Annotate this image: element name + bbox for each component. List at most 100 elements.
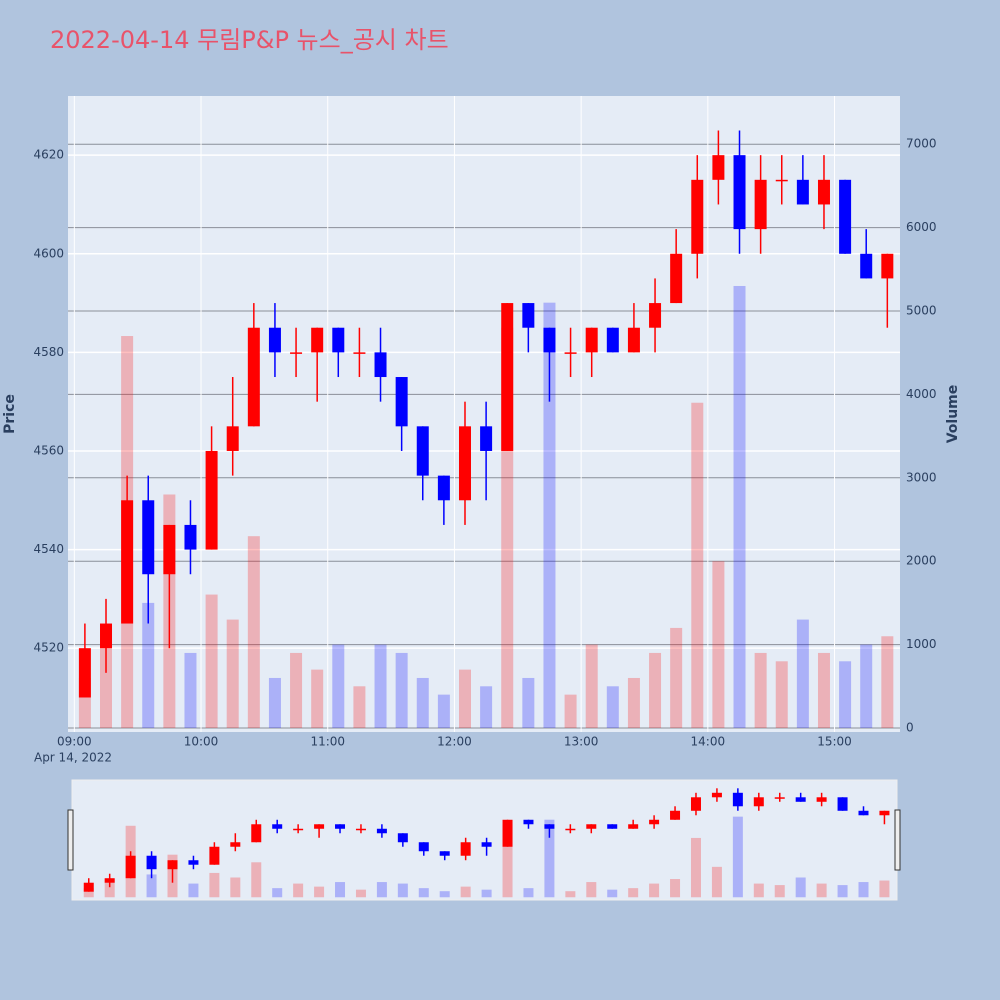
slider-volume-bar (649, 883, 660, 898)
x-tick-label: 11:00 (310, 735, 345, 749)
slider-volume-bar (502, 824, 513, 898)
volume-bar (395, 652, 408, 728)
y-tick-label: 4560 (33, 443, 64, 457)
candle-body (627, 327, 640, 353)
candle-body (817, 179, 830, 205)
candle-body (775, 179, 788, 182)
slider-candle-body (586, 824, 597, 829)
candle-body (437, 475, 450, 501)
volume-bar (627, 677, 640, 728)
slider-volume-bar (858, 882, 869, 898)
candle-body (712, 155, 725, 180)
volume-bar (754, 652, 767, 728)
slider-candle-body (104, 878, 115, 883)
volume-bar (226, 619, 239, 728)
candle-body (733, 155, 746, 230)
slider-volume-bar (251, 862, 262, 898)
slider-candle-body (272, 824, 283, 829)
slider-candle-body (690, 797, 701, 811)
slider-volume-bar (795, 877, 806, 898)
slider-volume-bar (690, 837, 701, 898)
y-tick-label: 4620 (33, 148, 64, 162)
slider-candle-body (628, 824, 639, 829)
slider-candle-body (439, 851, 450, 856)
candle-body (480, 426, 493, 451)
chart-title: 2022-04-14 무림P&P 뉴스_공시 차트 (50, 26, 449, 54)
slider-volume-bar (230, 877, 241, 898)
slider-volume-bar (586, 882, 597, 898)
slider-volume-bar (272, 888, 283, 898)
slider-volume-bar (774, 885, 785, 898)
y-axis-label: Price (2, 394, 18, 434)
volume-bar (839, 661, 852, 728)
candle-body (691, 179, 704, 254)
candle-body (205, 450, 218, 550)
volume-bar (670, 627, 683, 728)
range-handle-right[interactable] (894, 809, 901, 871)
slider-volume-bar (711, 866, 722, 898)
slider-candle-body (481, 842, 492, 847)
candle-body (247, 327, 260, 427)
slider-volume-bar (628, 888, 639, 898)
volume-bar (860, 644, 873, 728)
volume-bar (311, 669, 324, 728)
slider-candle-body (188, 860, 199, 865)
slider-candle-body (209, 846, 220, 865)
slider-volume-bar (293, 883, 304, 898)
slider-candle-body (607, 824, 618, 829)
slider-candle-body (83, 882, 94, 892)
candle-body (881, 253, 894, 279)
slider-volume-bar (188, 883, 199, 898)
slider-volume-bar (397, 883, 408, 898)
candle-body (860, 253, 873, 279)
y-tick-label: 4540 (33, 542, 64, 556)
range-slider[interactable] (71, 779, 898, 901)
slider-volume-bar (209, 872, 220, 898)
candle-body (268, 327, 281, 353)
slider-volume-bar (670, 879, 681, 898)
y-tick-label: 4580 (33, 345, 64, 359)
volume-bar (332, 644, 345, 728)
candle-body (649, 303, 662, 328)
slider-candle-body (670, 810, 681, 820)
candle-body (522, 303, 535, 328)
slider-volume-bar (816, 883, 827, 898)
slider-candle-body (167, 860, 178, 870)
slider-candle-body (460, 842, 471, 856)
slider-candle-body (125, 855, 136, 879)
x-tick-label: 10:00 (184, 735, 219, 749)
slider-candle-body (732, 792, 743, 807)
slider-volume-bar (376, 882, 387, 898)
candle-body (416, 426, 429, 476)
slider-candle-body (418, 842, 429, 852)
slider-volume-bar (732, 816, 743, 898)
range-handle-left[interactable] (67, 809, 74, 871)
y2-tick-label: 5000 (906, 304, 937, 318)
y2-tick-label: 6000 (906, 220, 937, 234)
volume-bar (142, 602, 155, 728)
slider-volume-bar (355, 889, 366, 898)
slider-volume-bar (481, 889, 492, 898)
candle-body (458, 426, 471, 501)
candle-body (121, 500, 134, 624)
candle-body (374, 352, 387, 378)
candle-body (226, 426, 239, 451)
slider-candle-body (314, 824, 325, 829)
candle-body (100, 623, 113, 649)
volume-bar (480, 686, 493, 728)
candle-body (142, 500, 155, 575)
candle-body (184, 524, 197, 550)
volume-bar (247, 536, 260, 728)
slider-candle-body (753, 797, 764, 807)
candle-body (78, 648, 91, 698)
volume-bar (184, 652, 197, 728)
slider-candle-body (565, 828, 576, 831)
y2-tick-label: 0 (906, 720, 914, 734)
y-tick-label: 4520 (33, 641, 64, 655)
volume-bar (268, 677, 281, 728)
volume-bar (691, 402, 704, 728)
candle-body (395, 377, 408, 427)
volume-bar (881, 636, 894, 728)
volume-bar (522, 677, 535, 728)
slider-volume-bar (523, 888, 534, 898)
